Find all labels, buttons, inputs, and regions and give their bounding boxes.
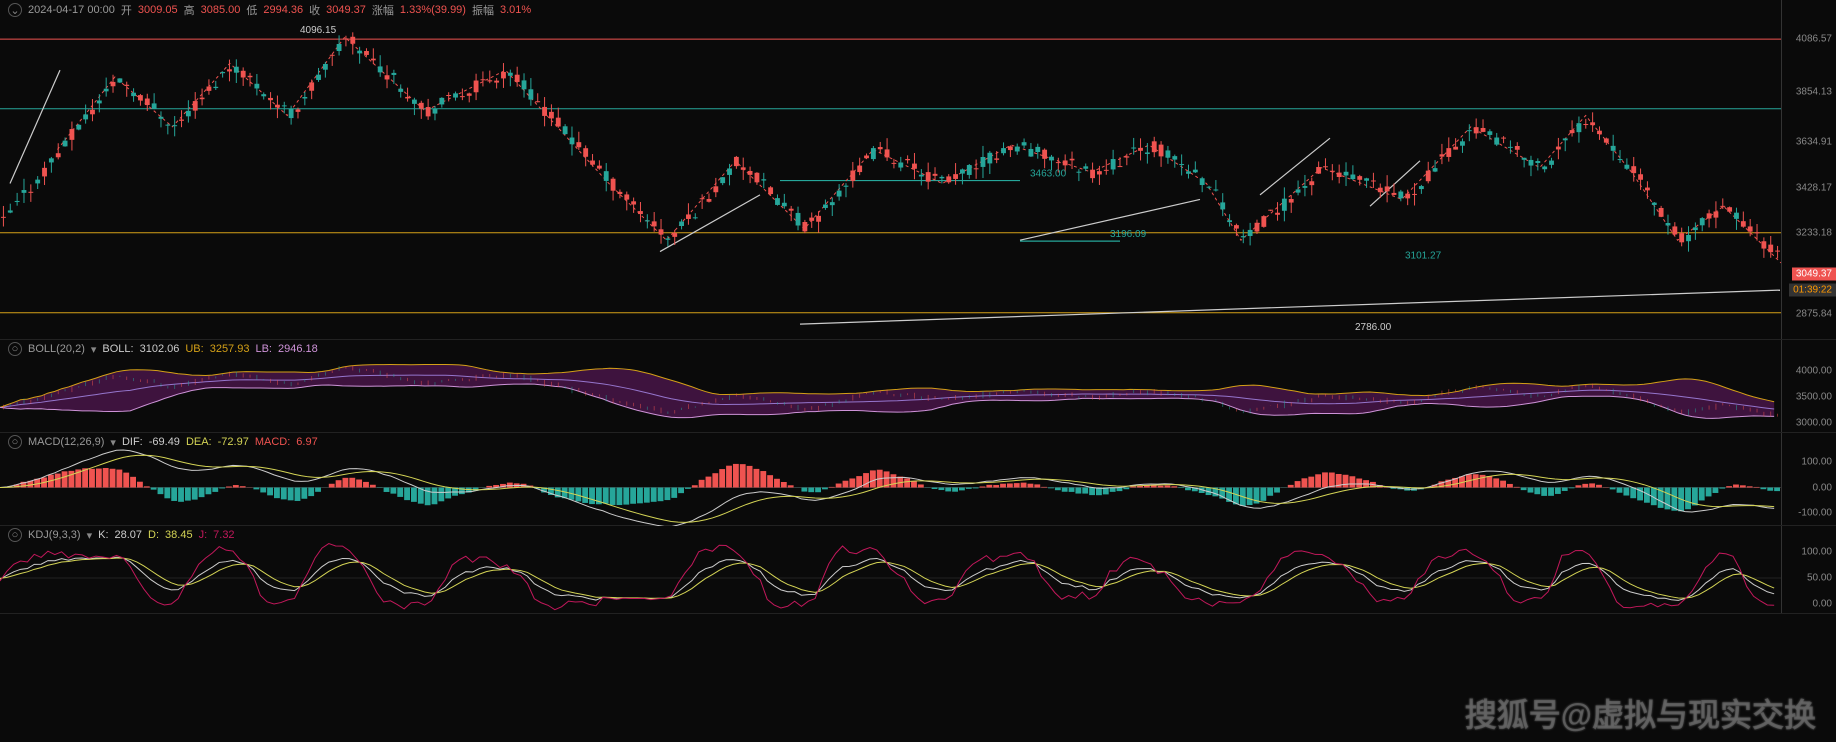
- price-chart-panel[interactable]: ⌄ 2024-04-17 00:00 开 3009.05 高 3085.00 低…: [0, 0, 1836, 340]
- high-label: 高: [184, 2, 195, 18]
- ub-l: UB:: [185, 343, 203, 355]
- boll-yaxis: 4000.003500.003000.00: [1781, 340, 1836, 432]
- close-value: 3049.37: [326, 4, 366, 16]
- macd-indicator-panel[interactable]: ○ MACD(12,26,9) ▾ DIF:-69.49 DEA:-72.97 …: [0, 433, 1836, 526]
- boll-l: BOLL:: [102, 343, 133, 355]
- ohlc-date: 2024-04-17 00:00: [28, 4, 115, 16]
- macd-title: MACD(12,26,9): [28, 436, 104, 448]
- collapse-icon[interactable]: ⌄: [8, 3, 22, 17]
- dea-l: DEA:: [186, 436, 212, 448]
- change-label: 涨幅: [372, 2, 394, 18]
- kdj-indicator-panel[interactable]: ○ KDJ(9,3,3) ▾ K: 28.07 D: 38.45 J: 7.32 10…: [0, 526, 1836, 614]
- candlestick-chart[interactable]: 4096.15 3463.00 3196.09 3101.27 2786.00: [0, 0, 1781, 340]
- dif-l: DIF:: [122, 436, 143, 448]
- lb-v: 2946.18: [278, 343, 318, 355]
- open-label: 开: [121, 2, 132, 18]
- boll-indicator-panel[interactable]: ○ BOLL(20,2) ▾ BOLL: 3102.06 UB: 3257.93 L…: [0, 340, 1836, 433]
- ub-v: 3257.93: [210, 343, 250, 355]
- settings-icon[interactable]: ○: [8, 342, 22, 356]
- k-l: K:: [98, 529, 108, 541]
- boll-v: 3102.06: [140, 343, 180, 355]
- macd-yaxis: 100.000.00-100.00: [1781, 433, 1836, 525]
- macd-v: 6.97: [296, 436, 317, 448]
- change-value: 1.33%(39.99): [400, 4, 466, 16]
- macd-header: ○ MACD(12,26,9) ▾ DIF:-69.49 DEA:-72.97 …: [8, 435, 318, 449]
- price-yaxis: 4086.573854.133634.913428.173233.182875.…: [1781, 0, 1836, 339]
- d-l: D:: [148, 529, 159, 541]
- kdj-title: KDJ(9,3,3): [28, 529, 81, 541]
- kdj-header: ○ KDJ(9,3,3) ▾ K: 28.07 D: 38.45 J: 7.32: [8, 528, 235, 542]
- svg-text:3101.27: 3101.27: [1405, 251, 1442, 262]
- dif-v: -69.49: [149, 436, 180, 448]
- svg-text:2786.00: 2786.00: [1355, 322, 1392, 333]
- low-value: 2994.36: [263, 4, 303, 16]
- amp-label: 振幅: [472, 2, 494, 18]
- kdj-chart: [0, 526, 1781, 614]
- settings-icon[interactable]: ○: [8, 435, 22, 449]
- watermark-text: 搜狐号@虚拟与现实交换: [1465, 690, 1816, 736]
- kdj-yaxis: 100.0050.000.00: [1781, 526, 1836, 613]
- k-v: 28.07: [115, 529, 143, 541]
- boll-header: ○ BOLL(20,2) ▾ BOLL: 3102.06 UB: 3257.93 L…: [8, 342, 318, 356]
- chevron-down-icon[interactable]: ▾: [110, 436, 116, 449]
- chevron-down-icon[interactable]: ▾: [91, 343, 97, 356]
- boll-title: BOLL(20,2): [28, 343, 85, 355]
- d-v: 38.45: [165, 529, 193, 541]
- price-header: ⌄ 2024-04-17 00:00 开 3009.05 高 3085.00 低…: [8, 2, 531, 18]
- low-label: 低: [246, 2, 257, 18]
- high-value: 3085.00: [201, 4, 241, 16]
- chevron-down-icon[interactable]: ▾: [87, 529, 93, 542]
- j-v: 7.32: [213, 529, 234, 541]
- amp-value: 3.01%: [500, 4, 531, 16]
- settings-icon[interactable]: ○: [8, 528, 22, 542]
- lb-l: LB:: [255, 343, 272, 355]
- svg-text:4096.15: 4096.15: [300, 25, 337, 36]
- svg-text:3463.00: 3463.00: [1030, 169, 1067, 180]
- j-l: J:: [199, 529, 208, 541]
- dea-v: -72.97: [218, 436, 249, 448]
- close-label: 收: [309, 2, 320, 18]
- macd-l: MACD:: [255, 436, 290, 448]
- svg-text:3196.09: 3196.09: [1110, 229, 1147, 240]
- open-value: 3009.05: [138, 4, 178, 16]
